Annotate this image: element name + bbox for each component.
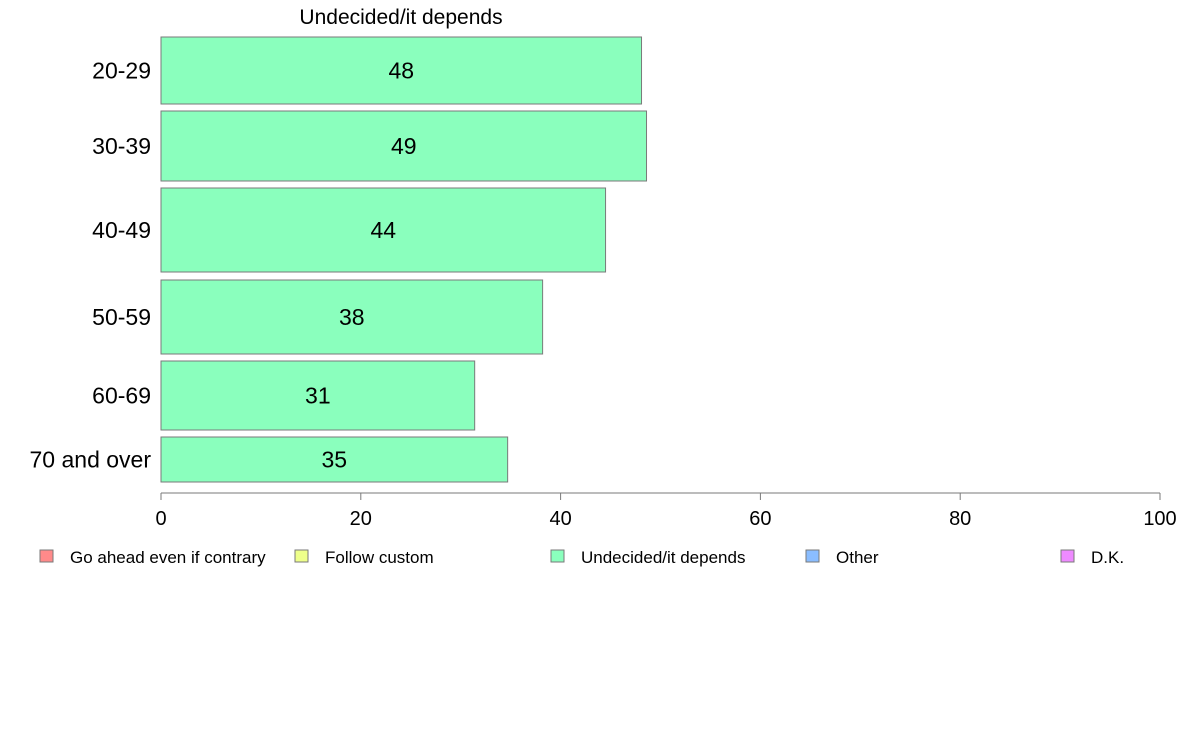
bar-value-label: 49 <box>391 133 417 159</box>
category-label: 50-59 <box>92 304 151 330</box>
x-tick-label: 40 <box>549 508 571 530</box>
bar-40-49 <box>160 187 607 273</box>
x-tick-label: 20 <box>350 508 372 530</box>
legend-label: Undecided/it depends <box>581 548 745 567</box>
legend-label: Go ahead even if contrary <box>70 548 266 567</box>
bar-50-59 <box>160 279 544 355</box>
category-label: 30-39 <box>92 133 151 159</box>
bars-group: 48 20-29 49 30-39 44 40-49 38 50-59 31 60-69 35 70 … <box>30 36 648 483</box>
x-axis: 0 20 40 60 80 100 <box>155 492 1177 530</box>
legend-label: D.K. <box>1091 548 1124 567</box>
x-tick-label: 100 <box>1143 508 1176 530</box>
x-tick-label: 60 <box>749 508 771 530</box>
category-label: 40-49 <box>92 217 151 243</box>
bar-60-69 <box>160 360 476 431</box>
category-label: 20-29 <box>92 58 151 84</box>
bar-value-label: 31 <box>305 383 331 409</box>
legend-swatch <box>294 549 309 563</box>
category-label: 60-69 <box>92 383 151 409</box>
bar-value-label: 35 <box>322 447 348 473</box>
legend-swatch <box>550 549 565 563</box>
x-tick-label: 80 <box>949 508 971 530</box>
bar-value-label: 48 <box>388 58 414 84</box>
legend-swatch <box>1060 549 1075 563</box>
chart-title: Undecided/it depends <box>299 6 502 29</box>
category-label: 70 and over <box>30 447 152 473</box>
x-tick-label: 0 <box>155 508 166 530</box>
legend-swatch <box>39 549 54 563</box>
legend: Go ahead even if contrary Follow custom Un… <box>39 548 1124 567</box>
bar-30-39 <box>160 110 648 182</box>
legend-label: Follow custom <box>325 548 434 567</box>
legend-label: Other <box>836 548 879 567</box>
bar-value-label: 38 <box>339 304 365 330</box>
legend-swatch <box>805 549 820 563</box>
bar-20-29 <box>160 36 643 105</box>
bar-70-and-over <box>160 436 509 483</box>
bar-value-label: 44 <box>370 217 396 243</box>
